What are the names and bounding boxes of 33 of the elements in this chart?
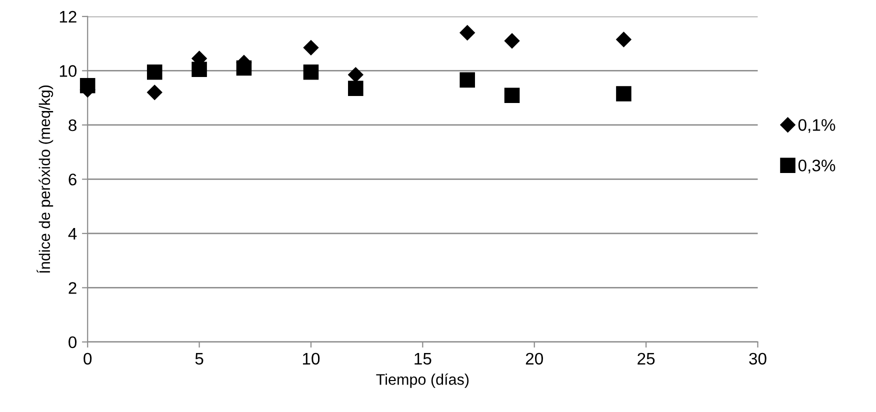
legend-label: 0,3% [798,160,836,174]
point [192,62,207,78]
x-axis-title: Tiempo (días) [376,373,469,388]
point [348,80,364,96]
y-tick-label: 4 [68,228,77,240]
point [348,67,364,82]
y-tick-label: 12 [60,10,76,23]
x-tick-label: 25 [638,352,655,365]
legend-label: 0,1% [798,119,836,133]
y-tick-label: 2 [68,282,76,294]
point [460,25,475,40]
point [236,60,252,76]
x-tick-label: 15 [414,352,432,365]
point [80,78,96,94]
y-tick-label: 6 [68,174,76,186]
x-tick-label: 30 [749,352,766,365]
y-tick-label: 10 [60,65,77,77]
y-tick-label: 0 [68,336,77,348]
point [147,84,162,100]
point [616,32,632,48]
point [504,33,520,48]
y-axis-title: Índice de peróxido (meq/kg) [36,85,54,273]
point [303,64,319,80]
point [303,40,319,56]
x-tick-label: 5 [195,352,204,365]
point [460,72,475,88]
point [146,64,162,80]
y-tick-label: 8 [68,119,76,132]
x-tick-label: 0 [84,352,92,365]
point [504,88,520,104]
x-tick-label: 10 [302,352,320,365]
point [616,86,632,102]
x-tick-label: 20 [526,352,543,365]
